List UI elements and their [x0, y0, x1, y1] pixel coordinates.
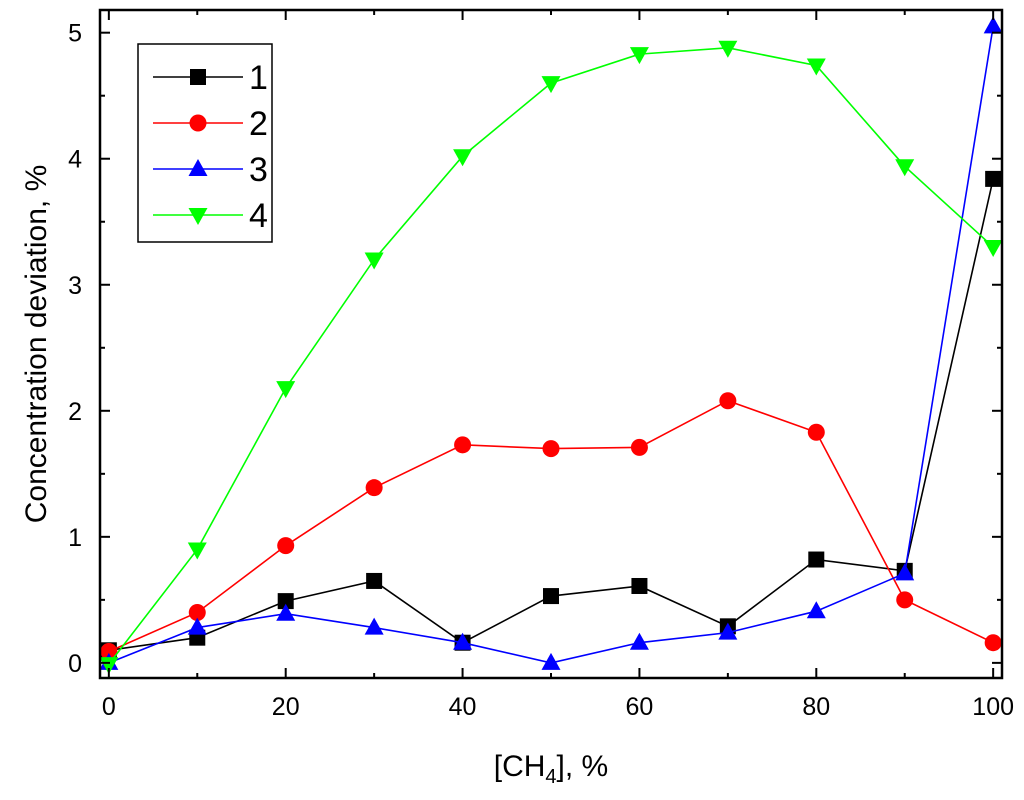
- legend-marker: [189, 114, 207, 132]
- x-tick-label: 40: [449, 693, 477, 721]
- series-2-point: [365, 479, 383, 497]
- legend-marker: [188, 208, 208, 225]
- series-4-point: [276, 381, 296, 399]
- series-4-point: [187, 542, 207, 560]
- legend-label: 4: [249, 197, 268, 235]
- legend-item-4: 4: [153, 197, 268, 235]
- series-1-point: [808, 551, 825, 568]
- x-axis-title: [CH4], %: [494, 750, 608, 788]
- series-2-point: [277, 537, 295, 555]
- series-1: [100, 170, 1002, 659]
- x-tick-label: 0: [102, 693, 116, 721]
- series-1-point: [985, 170, 1002, 187]
- legend-marker: [190, 69, 206, 85]
- legend: 1 2 3 4: [137, 43, 273, 243]
- y-tick-label: 5: [68, 20, 82, 48]
- series-2-point: [984, 634, 1002, 652]
- legend-marker: [188, 159, 208, 176]
- series-3-point: [983, 16, 1003, 34]
- series-3-point: [541, 652, 561, 670]
- series-2-point: [896, 591, 914, 609]
- x-tick-label: 100: [972, 693, 1014, 721]
- series-4-point: [718, 40, 738, 58]
- legend-label: 1: [249, 59, 268, 97]
- series-2-point: [719, 392, 737, 410]
- legend-label: 3: [249, 151, 268, 189]
- legend-item-3: 3: [153, 151, 268, 189]
- series-3-point: [453, 632, 473, 650]
- series-1-point: [277, 593, 294, 610]
- series-2-point: [630, 438, 648, 456]
- series-2-line: [108, 399, 994, 653]
- series-1-point: [543, 588, 559, 605]
- x-axis-title-suffix: ], %: [557, 750, 609, 783]
- y-tick-label: 1: [68, 524, 82, 552]
- series-4-point: [895, 159, 915, 177]
- series-2-point: [542, 440, 560, 458]
- series-3-point: [629, 632, 649, 650]
- legend-label: 2: [249, 105, 268, 143]
- series-4: [99, 40, 1003, 675]
- series-4-point: [541, 76, 561, 94]
- series-1-point: [631, 577, 648, 594]
- series-2-point: [807, 423, 825, 441]
- series-3-point: [806, 601, 826, 619]
- series-3-point: [276, 603, 296, 621]
- series-2-point: [100, 643, 118, 661]
- series-3-point: [364, 617, 384, 635]
- series-2: [100, 392, 1002, 661]
- series-4-point: [983, 239, 1003, 257]
- series-1-point: [366, 572, 383, 589]
- legend-item-1: 1: [153, 59, 268, 97]
- series-3-point: [895, 563, 915, 581]
- series-4-point: [453, 149, 473, 167]
- series-4-point: [99, 657, 119, 675]
- series-2-point: [454, 436, 472, 454]
- y-axis-title: Concentration deviation, %: [20, 165, 53, 524]
- x-tick-label: 20: [272, 693, 300, 721]
- x-tick-label: 80: [802, 693, 830, 721]
- y-tick-label: 0: [68, 650, 82, 678]
- y-tick-label: 3: [68, 272, 82, 300]
- series-4-point: [364, 252, 384, 270]
- x-axis-title-subscript: 4: [545, 766, 556, 788]
- series-3: [99, 16, 1003, 670]
- series-3-point: [187, 617, 207, 635]
- series-3-point: [718, 622, 738, 640]
- legend-item-2: 2: [153, 105, 268, 143]
- y-tick-label: 4: [68, 146, 82, 174]
- series-2-point: [188, 603, 206, 621]
- x-axis-title-prefix: [CH: [494, 750, 546, 783]
- y-tick-label: 2: [68, 398, 82, 426]
- x-tick-label: 60: [626, 693, 654, 721]
- series-4-point: [806, 58, 826, 76]
- series-4-point: [629, 47, 649, 65]
